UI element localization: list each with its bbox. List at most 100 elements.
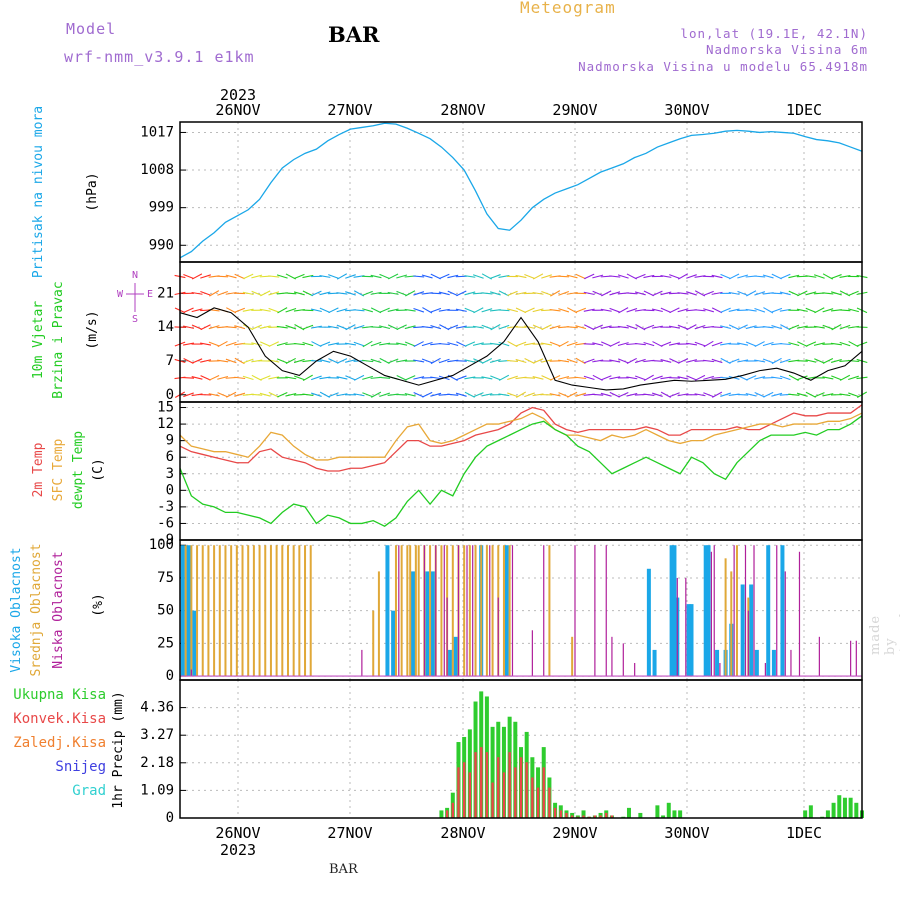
wind-barb — [532, 375, 544, 380]
wind-barb — [464, 341, 476, 347]
temp2m-ylabel: 2m Temp — [31, 442, 46, 497]
wind-barb — [524, 307, 535, 314]
wind-barb — [541, 274, 552, 279]
y-tick-label: 0 — [166, 668, 174, 684]
wind-barb — [634, 375, 646, 381]
wind-barb — [242, 308, 254, 312]
y-tick-label: 25 — [157, 635, 174, 651]
wind-barb — [489, 342, 501, 346]
wind-barb — [234, 392, 246, 397]
wind-barb — [302, 324, 314, 330]
wind-barb — [583, 308, 595, 312]
wind-barb — [566, 326, 578, 329]
wind-barb — [191, 291, 203, 295]
wind-barb — [532, 358, 544, 364]
high_cloud-bar — [754, 649, 759, 677]
wind-barb — [481, 376, 493, 380]
wind-barb — [472, 342, 484, 346]
mid_cloud-bar — [184, 545, 187, 677]
wind-barb — [396, 374, 407, 381]
wind-barb — [404, 325, 416, 330]
wind-barb — [754, 376, 766, 380]
wind-barb — [404, 341, 416, 347]
low_cloud-bar — [753, 545, 755, 677]
wind-barb — [617, 358, 629, 364]
conv_precip-bar — [519, 757, 523, 818]
wind-barb — [754, 291, 766, 296]
y-tick-label: 15 — [157, 400, 174, 416]
wind-barb — [379, 325, 391, 330]
wind-barb — [396, 324, 407, 330]
mid_cloud-bar — [298, 545, 301, 677]
y-tick-label: -9 — [157, 532, 174, 548]
wind-barb — [549, 309, 561, 312]
mid_cloud-bar — [451, 545, 454, 677]
wind-barb — [558, 375, 570, 380]
mid_cloud-bar — [463, 545, 466, 677]
temp-unit: (C) — [91, 458, 106, 481]
wind-barb — [183, 342, 195, 346]
cloud-unit: (%) — [91, 593, 106, 616]
y-tick-label: 999 — [149, 200, 174, 216]
wind-barb — [780, 273, 791, 280]
y-tick-label: 0 — [166, 387, 174, 403]
wind-barb — [242, 343, 254, 345]
wind-barb — [651, 325, 663, 329]
x-day-label-top: 27NOV — [327, 101, 372, 119]
mid_cloud-bar — [414, 545, 417, 677]
wind-barb — [788, 290, 800, 297]
wind-barb — [711, 326, 723, 329]
wind-barb — [327, 342, 339, 346]
low_cloud-bar — [776, 545, 778, 677]
wind-barb — [251, 274, 263, 279]
wind-barb — [643, 324, 655, 330]
wind-barb — [626, 273, 637, 280]
conv_precip-bar — [491, 782, 494, 818]
y-tick-label: 50 — [157, 603, 174, 619]
conv_precip-bar — [605, 812, 608, 818]
wind-barb — [584, 324, 595, 331]
wind-barb — [677, 273, 689, 280]
wind-barb — [413, 376, 425, 380]
wind-barb — [515, 307, 527, 314]
y-tick-label: 2.18 — [140, 755, 174, 771]
y-tick-label: -6 — [157, 515, 174, 531]
wind-barb — [796, 325, 808, 329]
model-altitude: Nadmorska Visina u modelu 65.4918m — [578, 59, 868, 74]
wind-barb — [268, 275, 280, 278]
wind-barb — [669, 274, 680, 279]
mid_cloud-bar — [213, 545, 216, 677]
wind-barb — [191, 358, 203, 364]
conv_precip-bar — [593, 815, 597, 818]
low_cloud-bar — [472, 545, 474, 677]
wind-barb — [805, 359, 817, 363]
mid_cloud-bar — [429, 545, 432, 677]
wind-barb — [481, 393, 493, 397]
wind-barb — [805, 275, 817, 278]
wind-barb — [575, 392, 587, 397]
wind-barb — [464, 307, 476, 313]
high_cloud-bar — [646, 568, 651, 677]
wind-barb — [353, 324, 365, 330]
wind-barb — [634, 291, 646, 296]
wind-barb — [813, 325, 825, 329]
wind-barb — [370, 326, 382, 329]
wind-barb — [737, 359, 749, 363]
conv_precip-bar — [548, 787, 551, 818]
conv_precip-bar — [462, 762, 466, 818]
wind-barb — [217, 291, 228, 296]
low_cloud-bar — [744, 545, 747, 677]
wind-barb — [600, 325, 612, 329]
wind-barb — [779, 358, 791, 364]
x-day-label-top: 28NOV — [440, 101, 485, 119]
wind-barb — [711, 341, 723, 347]
wind-barb — [771, 307, 783, 313]
wind-barb — [805, 291, 817, 296]
wind-barb — [260, 341, 271, 347]
mid_cloud-bar — [258, 545, 261, 677]
total_precip-bar — [672, 810, 677, 818]
wind-barb — [848, 375, 859, 381]
high_cloud-bar — [652, 649, 657, 677]
wind-barb — [609, 376, 621, 380]
wind-barb — [694, 290, 706, 297]
